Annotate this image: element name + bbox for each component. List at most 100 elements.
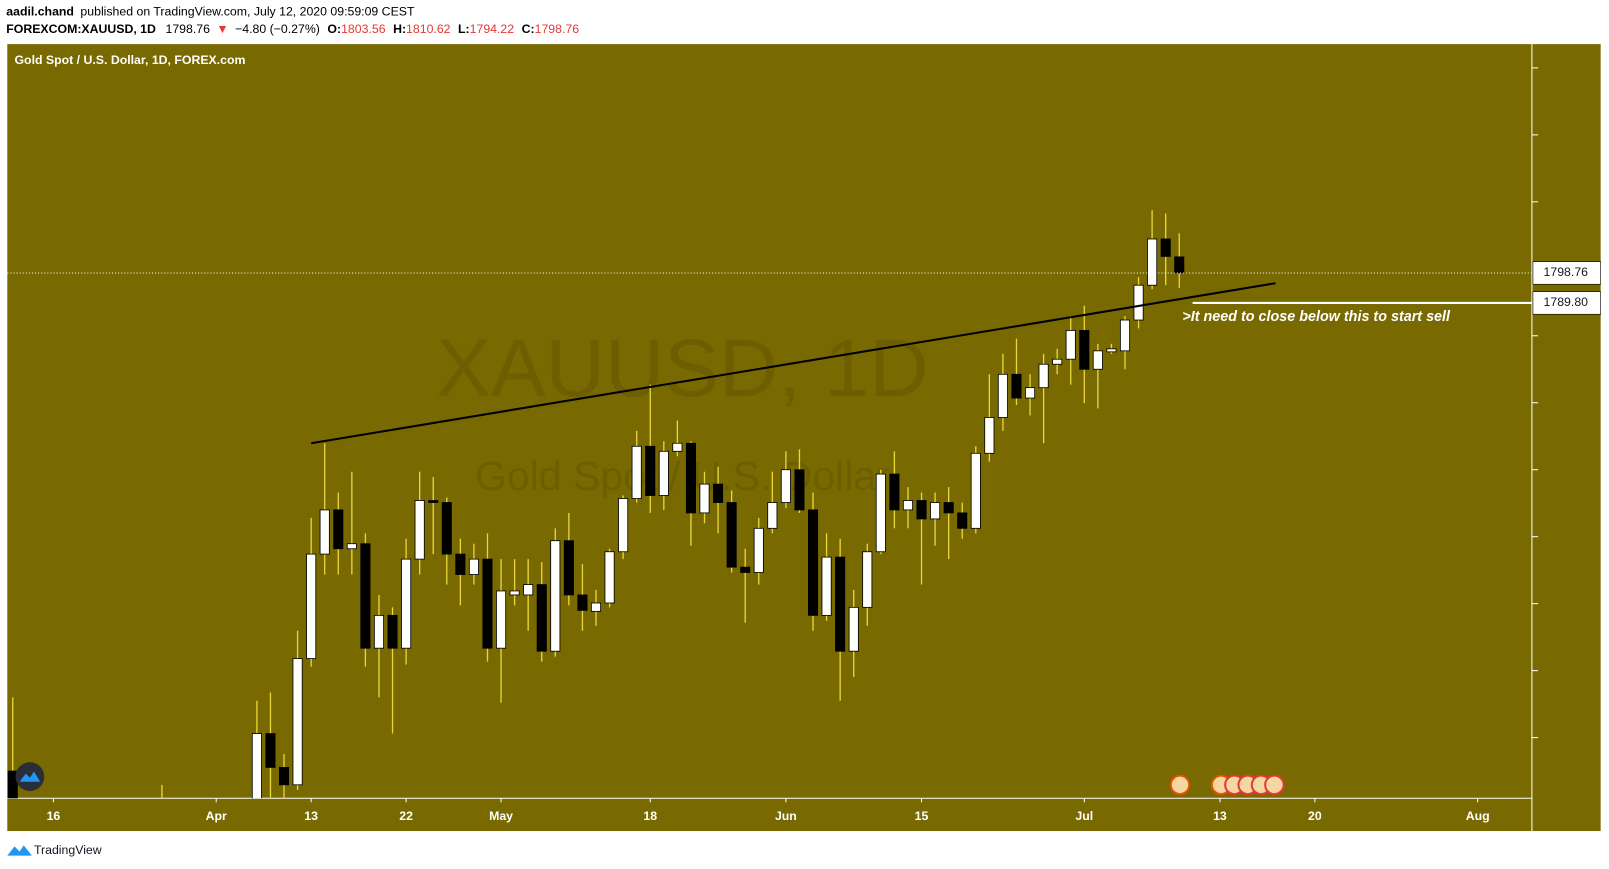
candle-body [807,509,819,616]
candle-body [984,417,995,454]
high-label: H: [393,22,406,36]
candle-body [685,442,696,514]
candle-body [346,543,357,550]
candle-body [278,766,290,786]
published: published on TradingView.com, July 12, 2… [80,5,415,19]
x-tick-label: 15 [915,809,929,823]
symbol: FOREXCOM:XAUUSD, 1D [6,22,156,36]
candle-body [997,373,1008,418]
last-price-box [1532,261,1601,285]
candle-body [333,509,344,550]
candle-body [713,483,724,503]
high-value: 1810.62 [406,22,451,36]
candle-body [970,452,981,529]
candle-body [455,553,466,575]
candle-body [590,602,602,612]
trend-line [310,282,1276,445]
candle-body [631,445,642,499]
low-value: 1794.22 [470,22,515,36]
annotation: >It need to close below this to start se… [1182,309,1451,325]
candle-body [821,556,832,616]
candle-body [1065,330,1076,360]
candle-body [1011,373,1022,399]
candle-body [1147,238,1158,286]
candle-body [482,558,493,649]
change: −4.80 (−0.27%) [235,22,320,36]
candle-body [916,500,927,520]
watermark: XAUUSD, 1D [436,323,928,414]
candle-body [401,558,412,649]
candle-body [753,527,764,573]
open-label: O: [327,22,341,36]
candle-body [441,502,452,555]
candle-body [740,566,751,573]
candle-body [1119,319,1131,352]
x-tick-label: 13 [304,809,318,823]
candle-body [848,606,859,652]
candle-body [306,553,317,659]
candle-body [902,500,913,511]
candle-body [1092,350,1103,370]
candle-body [1025,387,1036,399]
candle-body [1174,256,1185,274]
candle-body [496,590,507,649]
candle-body [387,614,398,649]
candle-body [157,838,166,855]
candle-body [536,584,547,652]
level-label: 1789.80 [1544,295,1589,309]
plot-area: >It need to close below this to start se… [7,210,1532,855]
change-arrow: ▼ [216,22,228,36]
candle-body [672,442,683,452]
event-icon [1169,774,1191,796]
candle-body [957,512,968,529]
chart-title: Gold Spot / U.S. Dollar, 1D, FOREX.com [14,53,245,67]
candle-body [835,556,846,652]
header-line-2: FOREXCOM:XAUUSD, 1D 1798.76 ▼ −4.80 (−0.… [6,22,579,36]
last-price: 1798.76 [165,22,210,36]
axes: 16 Apr 13 22 May 18 Jun 15 Jul 13 20 Aug 1798.76 1789… [47,67,1601,823]
candle-body [251,733,262,799]
x-tick-label: 13 [1213,809,1227,823]
x-tick-label: 22 [399,809,413,823]
candle-body [563,540,574,596]
candle-body [414,500,425,560]
candle-body [1052,358,1063,365]
candle-body [767,502,778,529]
candle-body [1106,348,1117,353]
open-value: 1803.56 [341,22,386,36]
x-tick-label: Aug [1466,809,1490,823]
event-icons [1169,774,1285,796]
candle-body [943,502,954,514]
close-value: 1798.76 [535,22,580,36]
candle-body [699,483,710,514]
level-box [1532,291,1601,315]
candle-body [577,594,588,611]
x-tick-label: 18 [643,809,657,823]
candle-body [360,543,371,649]
candle-body [428,500,439,503]
author: aadil.chand [6,5,74,19]
logo-badge [15,762,45,792]
candle-body [550,540,561,652]
candle-body [265,733,276,768]
chart-background [7,44,1601,832]
candle-body [509,590,520,596]
candle-body [468,558,479,575]
candle-body [794,469,805,511]
candle-body [1079,330,1090,370]
candle-body [523,584,534,596]
candle-body [373,614,384,649]
header-line-1: aadil.chand published on TradingView.com… [6,5,415,19]
candle-body [1038,363,1049,389]
logo-badge-icon [19,771,41,782]
candle-body [319,509,330,555]
x-tick-label: Jul [1075,809,1093,823]
brand-icon [7,845,32,856]
low-label: L: [458,22,470,36]
brand: TradingView [34,843,102,857]
candle-body [726,502,737,568]
candle-body [1133,284,1144,321]
event-icon [1264,774,1285,796]
candle-body [658,450,669,496]
